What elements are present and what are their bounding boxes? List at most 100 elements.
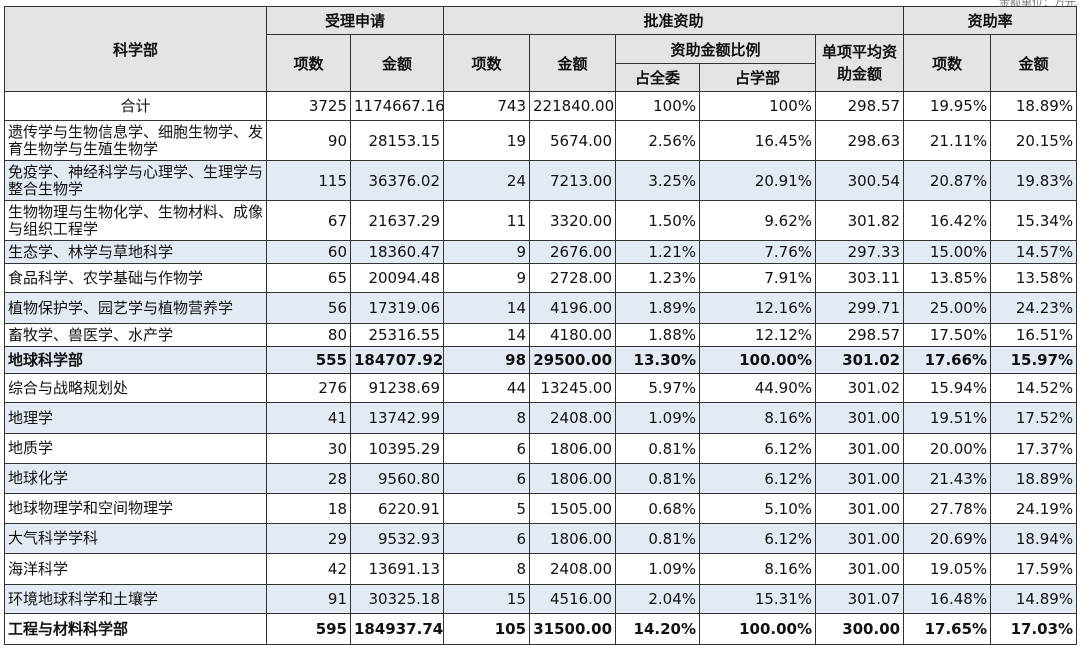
table-row: 海洋科学 42 13691.13 8 2408.00 1.09% 8.16% 301.00 19…	[4, 553, 1078, 585]
rate-count-cell: 19.95%	[903, 91, 992, 121]
share-all-cell: 0.68%	[615, 493, 701, 524]
avg-amount-cell: 303.11	[815, 263, 905, 293]
approve-amount-cell: 4196.00	[529, 292, 617, 324]
share-dept-cell: 8.16%	[699, 553, 817, 585]
share-all-header: 占全委	[615, 63, 701, 92]
approve-count-cell: 24	[443, 160, 531, 201]
share-dept-cell: 16.45%	[699, 120, 817, 161]
approve-amount-cell: 4516.00	[529, 584, 617, 614]
approve-count-cell: 19	[443, 120, 531, 161]
approve-amount-cell: 2408.00	[529, 402, 617, 434]
rate-count-cell: 13.85%	[903, 263, 992, 293]
avg-amount-cell: 301.00	[815, 523, 905, 554]
rate-count-cell: 21.11%	[903, 120, 992, 161]
share-dept-cell: 8.16%	[699, 402, 817, 434]
table-row: 地球化学 28 9560.80 6 1806.00 0.81% 6.12% 301.00 21.…	[4, 463, 1078, 494]
avg-amount-cell: 301.00	[815, 493, 905, 524]
approve-amount-cell: 5674.00	[529, 120, 617, 161]
apply-count-cell: 595	[266, 613, 351, 645]
approve-count-cell: 14	[443, 323, 531, 347]
rate-count-cell: 19.05%	[903, 553, 992, 585]
table-row: 食品科学、农学基础与作物学 65 20094.48 9 2728.00 1.23% 7.91…	[4, 263, 1078, 293]
share-dept-cell: 12.16%	[699, 292, 817, 324]
apply-amount-cell: 17319.06	[349, 292, 445, 324]
approve-amount-cell: 7213.00	[529, 160, 617, 201]
approve-amount-cell: 31500.00	[529, 613, 617, 645]
apply-count-cell: 42	[266, 553, 351, 585]
approve-amount-cell: 3320.00	[529, 200, 617, 241]
share-dept-cell: 12.12%	[699, 323, 817, 347]
apply-count-cell: 18	[266, 493, 351, 524]
apply-amount-cell: 184707.92	[349, 346, 445, 374]
approve-amount-cell: 1806.00	[529, 433, 617, 464]
approve-count-header: 项数	[443, 34, 531, 92]
row-name-cell: 合计	[4, 91, 267, 121]
table-row: 生态学、林学与草地科学 60 18360.47 9 2676.00 1.21% 7.76% 2…	[4, 240, 1078, 264]
apply-amount-cell: 1174667.16	[349, 91, 445, 121]
approve-amount-cell: 1505.00	[529, 493, 617, 524]
apply-amount-cell: 13691.13	[349, 553, 445, 585]
rate-count-cell: 19.51%	[903, 402, 992, 434]
apply-count-cell: 41	[266, 402, 351, 434]
avg-amount-cell: 301.00	[815, 433, 905, 464]
approve-count-cell: 11	[443, 200, 531, 241]
apply-amount-cell: 30325.18	[349, 584, 445, 614]
share-dept-cell: 6.12%	[699, 523, 817, 554]
apply-count-cell: 28	[266, 463, 351, 494]
approve-amount-cell: 13245.00	[529, 373, 617, 403]
avg-amount-cell: 298.63	[815, 120, 905, 161]
apply-count-cell: 555	[266, 346, 351, 374]
approve-count-cell: 8	[443, 553, 531, 585]
share-dept-cell: 100.00%	[699, 613, 817, 645]
table-row: 遗传学与生物信息学、细胞生物学、发育生物学与生殖生物学 90 28153.15 19 5…	[4, 120, 1078, 161]
share-all-cell: 1.89%	[615, 292, 701, 324]
row-name-cell: 地球科学部	[4, 346, 267, 374]
share-dept-cell: 100.00%	[699, 346, 817, 374]
rate-amount-cell: 14.89%	[990, 584, 1078, 614]
share-dept-cell: 44.90%	[699, 373, 817, 403]
approve-amount-cell: 2408.00	[529, 553, 617, 585]
row-name-cell: 地球物理学和空间物理学	[4, 493, 267, 524]
approve-amount-cell: 2728.00	[529, 263, 617, 293]
rate-amount-cell: 15.34%	[990, 200, 1078, 241]
approve-amount-cell: 221840.00	[529, 91, 617, 121]
apply-count-cell: 56	[266, 292, 351, 324]
table-body: 合计 3725 1174667.16 743 221840.00 100% 100% 298.…	[4, 91, 1078, 645]
approve-count-cell: 44	[443, 373, 531, 403]
avg-amount-cell: 298.57	[815, 91, 905, 121]
rate-count-cell: 15.00%	[903, 240, 992, 264]
rate-amount-cell: 17.03%	[990, 613, 1078, 645]
avg-amount-cell: 300.54	[815, 160, 905, 201]
apply-amount-cell: 6220.91	[349, 493, 445, 524]
apply-count-cell: 30	[266, 433, 351, 464]
apply-count-cell: 90	[266, 120, 351, 161]
apply-count-cell: 60	[266, 240, 351, 264]
approve-amount-cell: 4180.00	[529, 323, 617, 347]
share-all-cell: 0.81%	[615, 463, 701, 494]
table-header: 科学部 受理申请 批准资助 资助率 项数 金额 项数 金额 资助金额比例 单项平…	[4, 6, 1078, 92]
apply-amount-cell: 91238.69	[349, 373, 445, 403]
rate-amount-cell: 13.58%	[990, 263, 1078, 293]
apply-amount-cell: 9560.80	[349, 463, 445, 494]
apply-count-cell: 276	[266, 373, 351, 403]
rate-count-cell: 20.00%	[903, 433, 992, 464]
rate-amount-cell: 17.52%	[990, 402, 1078, 434]
avg-amount-cell: 298.57	[815, 323, 905, 347]
share-all-cell: 5.97%	[615, 373, 701, 403]
share-all-cell: 2.56%	[615, 120, 701, 161]
table-row: 地质学 30 10395.29 6 1806.00 0.81% 6.12% 301.00 20.…	[4, 433, 1078, 464]
table-row: 地理学 41 13742.99 8 2408.00 1.09% 8.16% 301.00 19.…	[4, 402, 1078, 434]
share-all-cell: 2.04%	[615, 584, 701, 614]
approve-count-cell: 8	[443, 402, 531, 434]
row-name-cell: 生物物理与生物化学、生物材料、成像与组织工程学	[4, 200, 267, 241]
approve-amount-cell: 29500.00	[529, 346, 617, 374]
share-dept-header: 占学部	[699, 63, 817, 92]
funding-table: 科学部 受理申请 批准资助 资助率 项数 金额 项数 金额 资助金额比例 单项平…	[4, 6, 1078, 645]
rate-count-cell: 20.69%	[903, 523, 992, 554]
rate-amount-cell: 18.89%	[990, 91, 1078, 121]
table-row: 生物物理与生物化学、生物材料、成像与组织工程学 67 21637.29 11 3320.…	[4, 200, 1078, 241]
share-dept-cell: 5.10%	[699, 493, 817, 524]
rate-count-cell: 16.42%	[903, 200, 992, 241]
approve-amount-cell: 1806.00	[529, 523, 617, 554]
avg-header: 单项平均资助金额	[815, 34, 905, 92]
